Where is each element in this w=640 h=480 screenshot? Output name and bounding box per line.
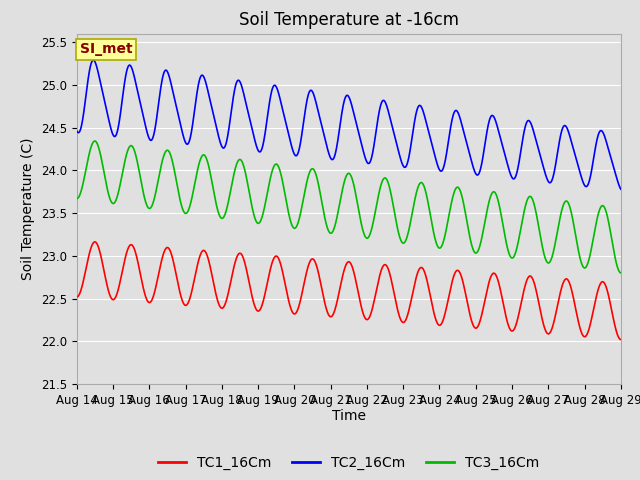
Y-axis label: Soil Temperature (C): Soil Temperature (C) (21, 138, 35, 280)
Title: Soil Temperature at -16cm: Soil Temperature at -16cm (239, 11, 459, 29)
Text: SI_met: SI_met (79, 42, 132, 56)
X-axis label: Time: Time (332, 409, 366, 423)
Legend: TC1_16Cm, TC2_16Cm, TC3_16Cm: TC1_16Cm, TC2_16Cm, TC3_16Cm (153, 450, 545, 475)
